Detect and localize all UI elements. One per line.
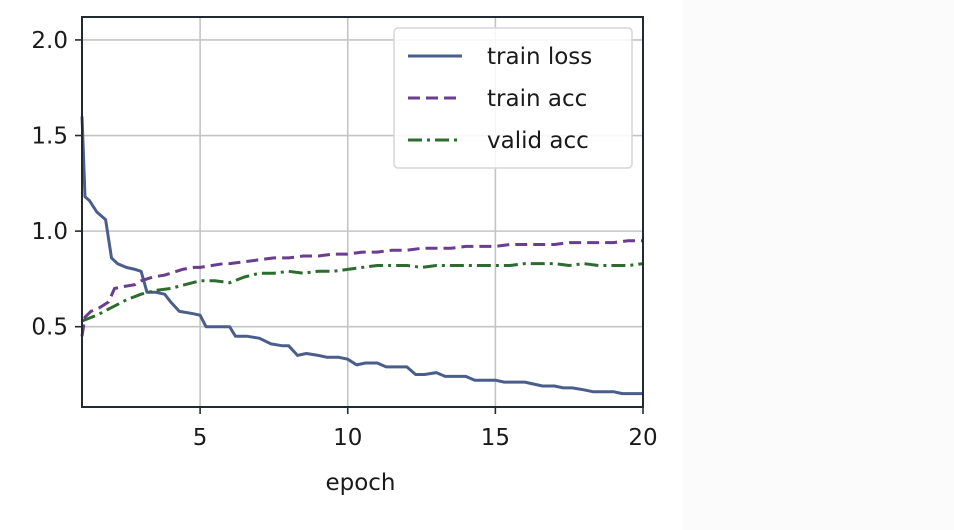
plot-frame bbox=[81, 16, 644, 408]
y-tick-label-0: 0.5 bbox=[31, 315, 68, 341]
x-tick-label-3: 20 bbox=[628, 425, 657, 451]
x-tick-label-0: 5 bbox=[193, 425, 208, 451]
y-tick-label-2: 1.5 bbox=[31, 124, 68, 150]
x-tick-label-2: 15 bbox=[481, 425, 510, 451]
series-line-train-acc bbox=[80, 239, 643, 337]
x-axis-label: epoch bbox=[325, 470, 395, 496]
x-tick-label-1: 10 bbox=[333, 425, 362, 451]
y-tick-label-1: 1.0 bbox=[31, 219, 68, 245]
series-line-valid-acc bbox=[81, 262, 644, 323]
series-line-train-loss bbox=[80, 116, 643, 396]
series-layer bbox=[80, 116, 644, 396]
legend-box bbox=[393, 27, 633, 169]
legend-label-0: train loss bbox=[487, 44, 592, 70]
legend: train loss train acc valid acc bbox=[393, 27, 633, 169]
ticks: 5 10 15 20 0.5 1.0 1.5 2.0 bbox=[31, 28, 657, 451]
page-background-right bbox=[683, 0, 954, 530]
legend-label-2: valid acc bbox=[487, 128, 589, 154]
legend-label-1: train acc bbox=[487, 86, 587, 112]
y-tick-label-3: 2.0 bbox=[31, 28, 68, 54]
